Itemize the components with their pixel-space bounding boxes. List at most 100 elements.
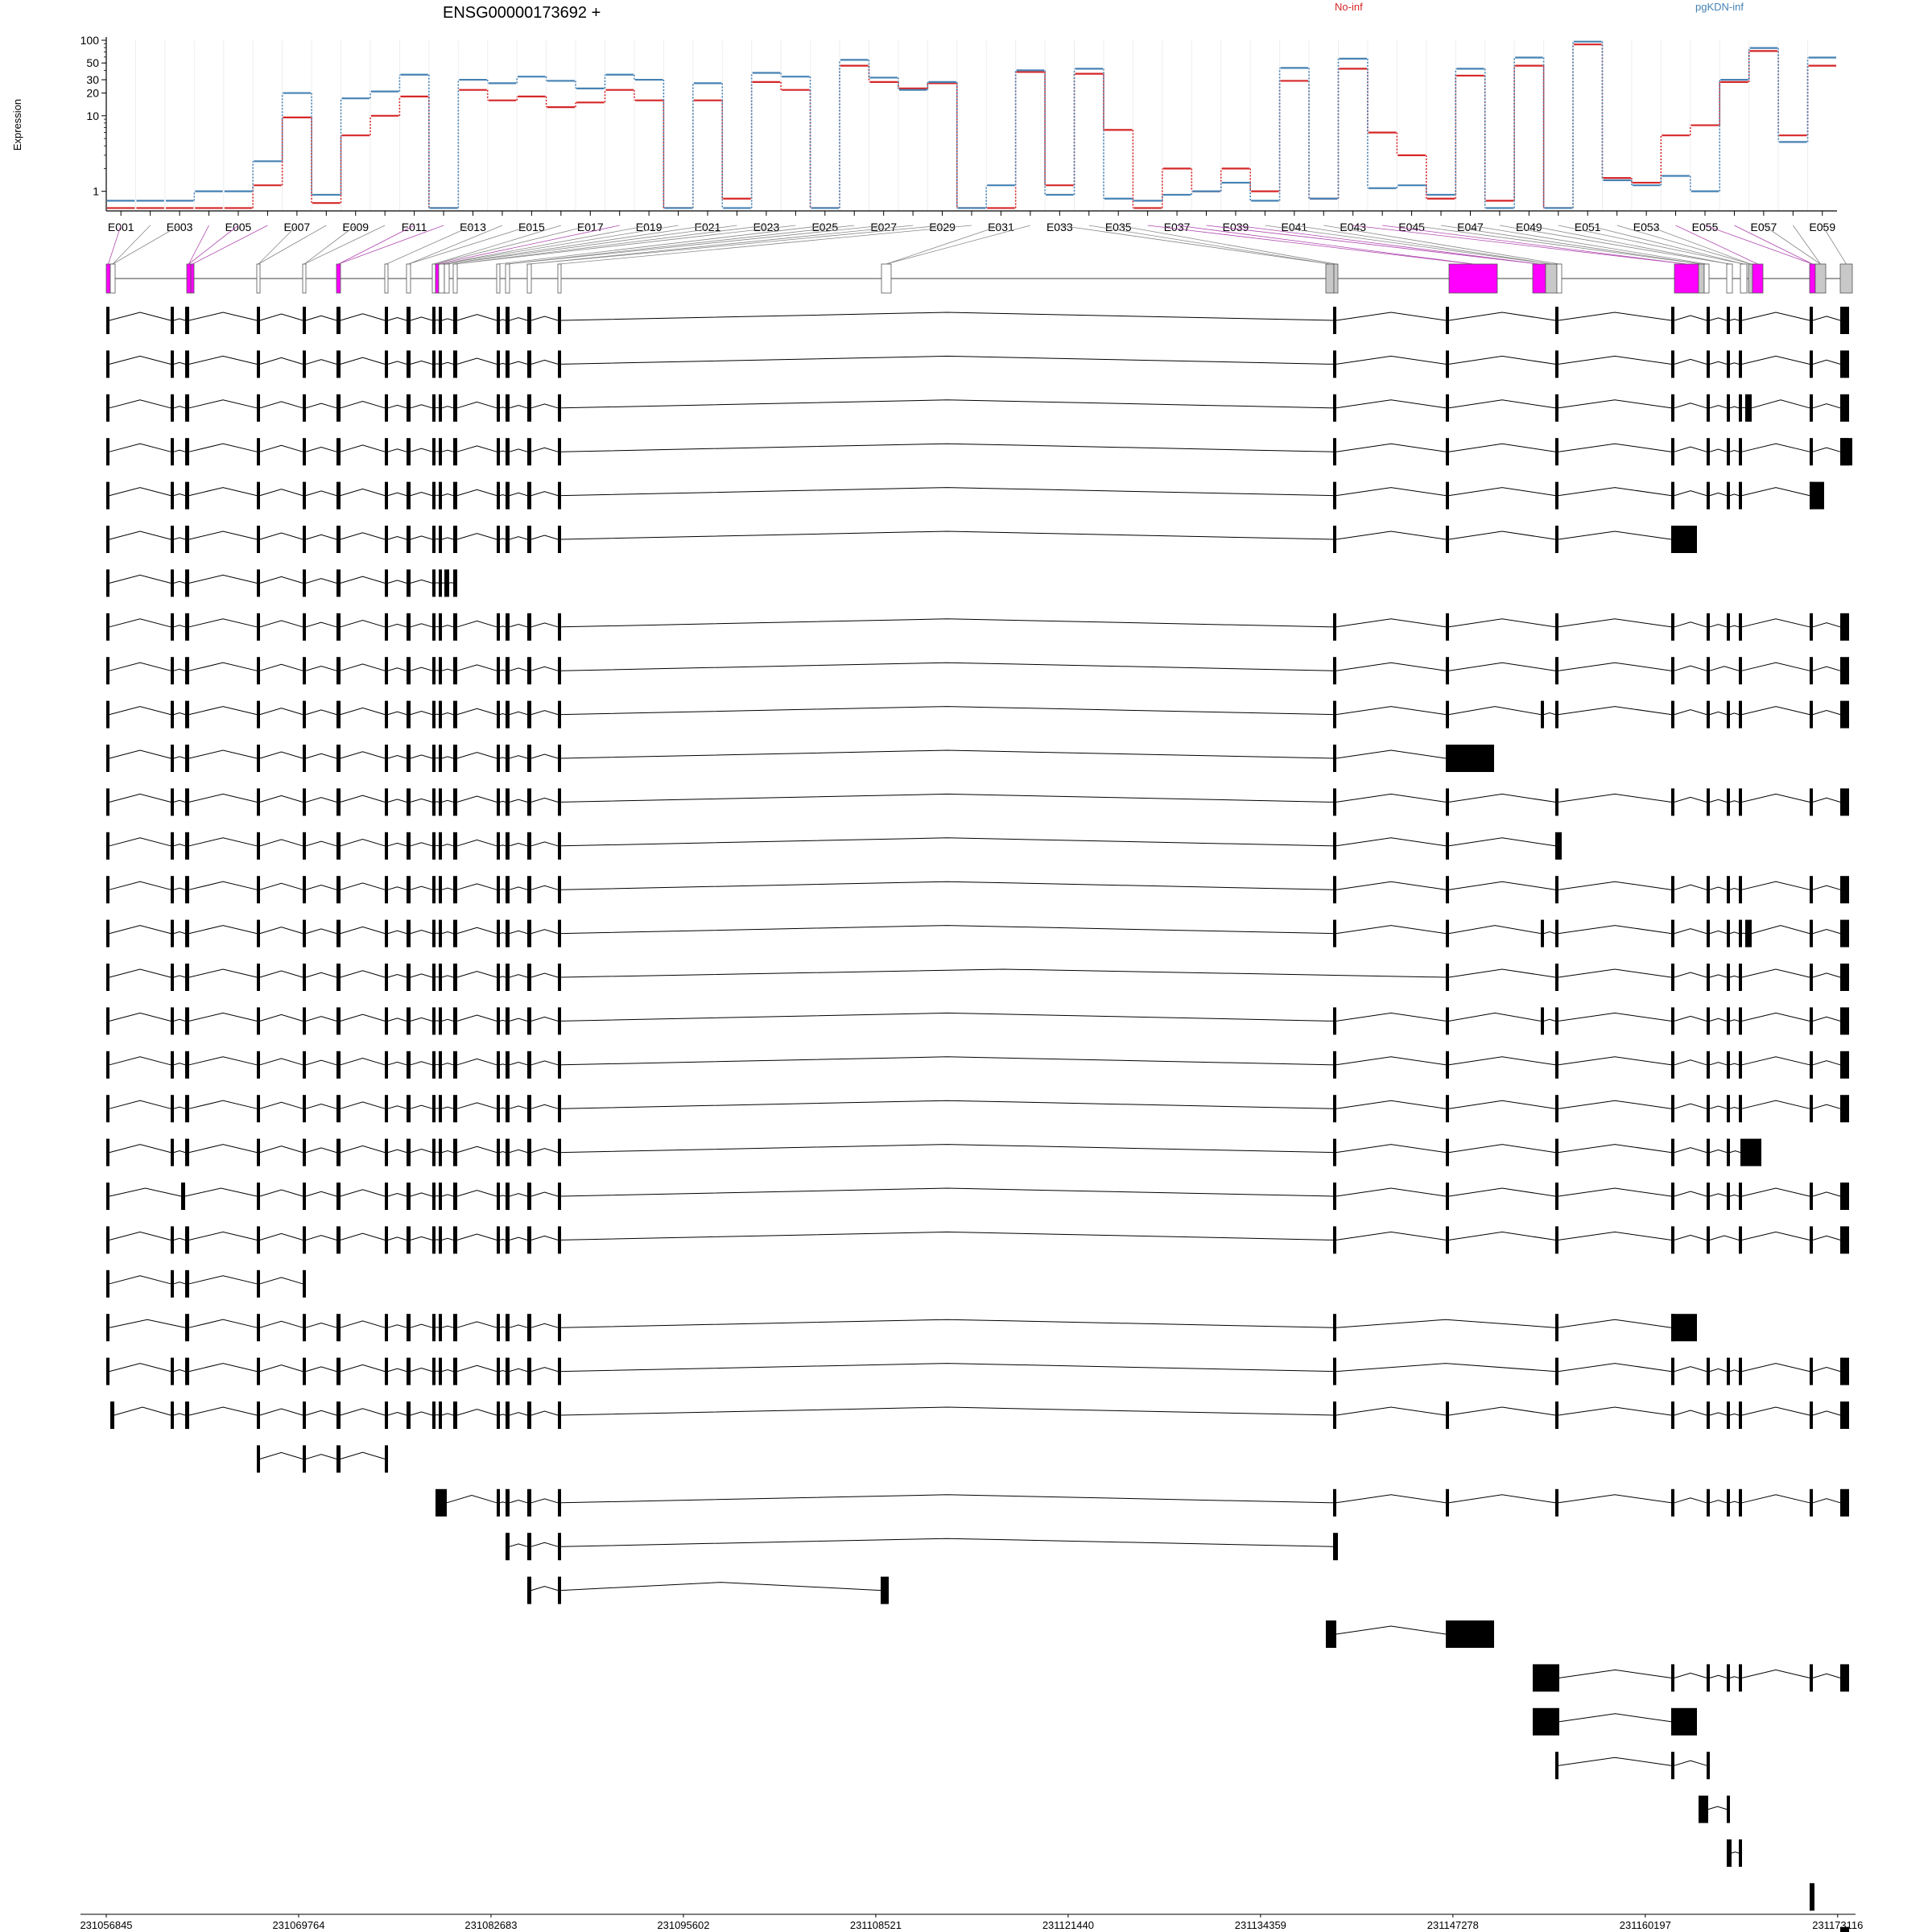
exon — [336, 1007, 341, 1035]
intron — [259, 532, 303, 540]
exon — [407, 526, 411, 553]
exon — [527, 350, 531, 378]
exon — [1333, 438, 1336, 466]
intron — [441, 975, 454, 978]
exon — [1333, 481, 1336, 510]
exon — [1671, 350, 1674, 378]
exon — [171, 438, 174, 466]
exon — [257, 1269, 260, 1298]
intron — [410, 492, 433, 497]
intron — [1709, 930, 1728, 935]
intron — [530, 1104, 559, 1109]
exon — [439, 438, 442, 466]
exon — [1810, 1007, 1813, 1035]
series-pgkdn-inf — [107, 40, 1836, 209]
exon — [336, 569, 341, 597]
exon — [407, 481, 411, 510]
exon-tick-labels: E001 E003 E005 E007 E009 E011 E013 E015 E017 E019… — [108, 211, 1835, 233]
intron — [188, 574, 258, 584]
exon — [506, 1357, 510, 1385]
genomic-tick-label: 231134359 — [1235, 1919, 1286, 1931]
transcript-row — [106, 438, 1852, 466]
exon — [1810, 1488, 1813, 1517]
exon — [497, 350, 500, 378]
intron — [1729, 800, 1740, 803]
intron — [410, 1368, 433, 1373]
exon — [407, 657, 411, 685]
intron — [305, 1016, 337, 1022]
exon — [1446, 526, 1449, 553]
bin-connector — [112, 225, 151, 265]
transcript-row — [106, 919, 1849, 947]
transcript-row — [436, 1488, 1849, 1517]
exon — [497, 526, 500, 553]
exon — [1446, 700, 1449, 729]
intron — [441, 1106, 454, 1109]
exon — [558, 1314, 561, 1342]
exon — [1671, 1226, 1674, 1254]
intron — [1335, 1406, 1447, 1416]
intron — [109, 1012, 171, 1022]
intron — [305, 928, 337, 935]
exon — [497, 1314, 500, 1342]
exon — [185, 1357, 189, 1385]
bin-connector — [1558, 225, 1744, 265]
intron — [1709, 405, 1728, 409]
bin-connector — [1440, 225, 1702, 265]
exon — [106, 394, 109, 422]
intron — [530, 841, 559, 847]
intron — [1729, 1413, 1740, 1416]
exon — [1671, 481, 1674, 510]
intron — [560, 1187, 1334, 1197]
intron — [1709, 886, 1728, 890]
intron — [560, 968, 1447, 978]
intron — [188, 1231, 258, 1241]
intron — [509, 1368, 528, 1373]
intron — [259, 1277, 303, 1285]
intron — [1741, 618, 1810, 628]
exon — [1739, 481, 1742, 510]
exon — [1840, 1357, 1849, 1385]
exon — [1840, 1095, 1849, 1123]
transcript-row — [1555, 1752, 1710, 1780]
exon — [558, 1488, 561, 1517]
exon — [1333, 613, 1336, 641]
intron — [173, 931, 186, 935]
exon-bin — [105, 263, 111, 294]
exon — [506, 657, 510, 685]
exon-bin — [1809, 263, 1816, 294]
exon — [257, 1226, 260, 1254]
intron — [387, 974, 407, 978]
exon — [432, 1138, 436, 1166]
exon — [1333, 1183, 1336, 1210]
y-tick-label: 30 — [86, 73, 99, 86]
exon — [432, 876, 436, 904]
intron — [259, 839, 303, 847]
intron — [435, 1020, 440, 1022]
intron — [530, 797, 559, 803]
intron — [435, 494, 440, 497]
transcript-models — [106, 307, 1852, 1932]
intron — [435, 1108, 440, 1109]
x-tick-label: E037 — [1164, 221, 1191, 233]
intron — [305, 884, 337, 890]
intron — [456, 752, 497, 759]
intron — [1709, 1062, 1728, 1066]
plot-grid — [134, 40, 1809, 211]
exon — [257, 569, 260, 597]
exon — [1446, 964, 1449, 991]
exon — [1333, 1226, 1336, 1254]
intron — [387, 930, 407, 935]
exon-bin — [186, 263, 192, 294]
exon — [303, 788, 306, 816]
exon — [1333, 350, 1336, 378]
intron — [387, 711, 407, 716]
intron — [1674, 315, 1707, 321]
exon — [1840, 876, 1849, 904]
exon — [1671, 1051, 1674, 1079]
intron — [1812, 666, 1841, 671]
intron — [499, 888, 506, 890]
exon — [439, 307, 442, 334]
intron — [1448, 706, 1542, 716]
intron — [1674, 1366, 1707, 1373]
